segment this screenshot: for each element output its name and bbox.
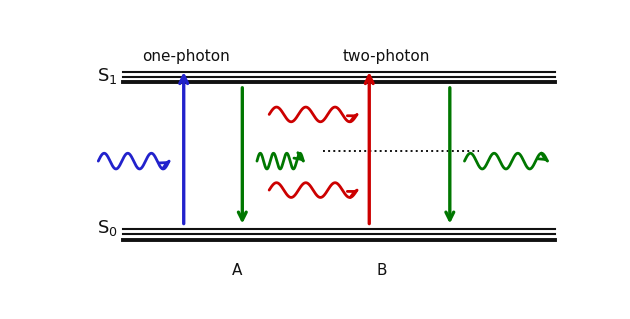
Text: two-photon: two-photon: [343, 49, 430, 64]
Text: one-photon: one-photon: [142, 49, 230, 64]
Text: A: A: [232, 263, 243, 278]
Text: S$_1$: S$_1$: [97, 66, 118, 86]
Text: B: B: [376, 263, 387, 278]
Text: S$_0$: S$_0$: [97, 218, 118, 238]
